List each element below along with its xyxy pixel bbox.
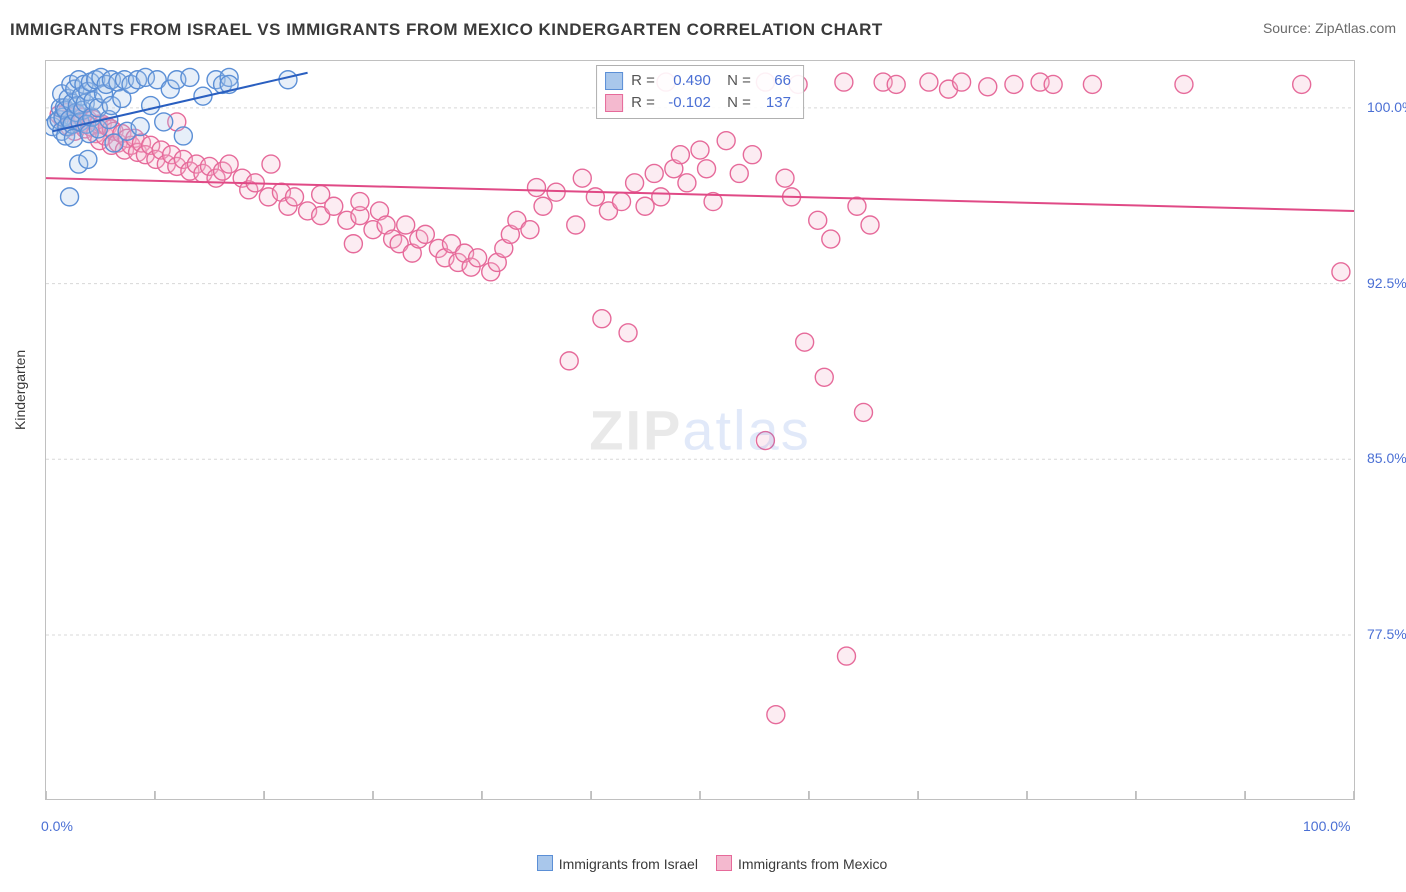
data-point	[920, 73, 938, 91]
data-point	[730, 164, 748, 182]
data-point	[131, 118, 149, 136]
data-point	[645, 164, 663, 182]
data-point	[979, 78, 997, 96]
data-point	[626, 174, 644, 192]
data-point	[743, 146, 761, 164]
data-point	[567, 216, 585, 234]
data-point	[887, 75, 905, 93]
data-point	[344, 235, 362, 253]
data-point	[547, 183, 565, 201]
data-point	[861, 216, 879, 234]
data-point	[220, 155, 238, 173]
stat-n-value: 137	[759, 92, 791, 114]
data-point	[573, 169, 591, 187]
data-point	[1293, 75, 1311, 93]
y-tick-label: 77.5%	[1367, 626, 1406, 642]
data-point	[416, 225, 434, 243]
y-tick-label: 92.5%	[1367, 275, 1406, 291]
data-point	[613, 193, 631, 211]
data-point	[181, 68, 199, 86]
stat-n-label: N =	[719, 92, 751, 114]
data-point	[756, 432, 774, 450]
x-tick-label: 100.0%	[1303, 818, 1350, 834]
data-point	[534, 197, 552, 215]
legend-swatch	[605, 72, 623, 90]
stat-n-value: 66	[759, 70, 791, 92]
stat-n-label: N =	[719, 70, 751, 92]
data-point	[560, 352, 578, 370]
stat-row: R = 0.490 N = 66	[605, 70, 791, 92]
data-point	[636, 197, 654, 215]
data-point	[262, 155, 280, 173]
data-point	[652, 188, 670, 206]
data-point	[286, 188, 304, 206]
data-point	[691, 141, 709, 159]
data-point	[855, 403, 873, 421]
data-point	[397, 216, 415, 234]
legend-swatch	[537, 855, 553, 871]
correlation-stats-box: R = 0.490 N = 66 R = -0.102 N = 137	[596, 65, 804, 119]
data-point	[1332, 263, 1350, 281]
chart-container: ZIPatlas R = 0.490 N = 66 R = -0.102 N =…	[45, 60, 1355, 800]
data-point	[619, 324, 637, 342]
data-point	[155, 113, 173, 131]
data-point	[835, 73, 853, 91]
data-point	[796, 333, 814, 351]
data-point	[837, 647, 855, 665]
data-point	[586, 188, 604, 206]
data-point	[1044, 75, 1062, 93]
data-point	[1005, 75, 1023, 93]
data-point	[142, 97, 160, 115]
scatter-chart	[46, 61, 1354, 799]
data-point	[848, 197, 866, 215]
data-point	[717, 132, 735, 150]
data-point	[767, 706, 785, 724]
data-point	[678, 174, 696, 192]
data-point	[822, 230, 840, 248]
stat-r-label: R =	[631, 92, 655, 114]
data-point	[79, 150, 97, 168]
stat-r-label: R =	[631, 70, 655, 92]
data-point	[1083, 75, 1101, 93]
stat-row: R = -0.102 N = 137	[605, 92, 791, 114]
y-axis-label: Kindergarten	[12, 350, 28, 430]
data-point	[61, 188, 79, 206]
legend-label: Immigrants from Israel	[559, 856, 698, 872]
x-tick-label: 0.0%	[41, 818, 73, 834]
y-tick-label: 100.0%	[1367, 99, 1406, 115]
data-point	[325, 197, 343, 215]
data-point	[593, 310, 611, 328]
data-point	[776, 169, 794, 187]
data-point	[521, 221, 539, 239]
data-point	[698, 160, 716, 178]
data-point	[279, 71, 297, 89]
source-label: Source: ZipAtlas.com	[1263, 20, 1396, 36]
data-point	[809, 211, 827, 229]
data-point	[174, 127, 192, 145]
legend-swatch	[716, 855, 732, 871]
data-point	[1175, 75, 1193, 93]
legend-label: Immigrants from Mexico	[738, 856, 887, 872]
data-point	[351, 193, 369, 211]
stat-r-value: -0.102	[663, 92, 711, 114]
bottom-legend: Immigrants from Israel Immigrants from Me…	[0, 855, 1406, 872]
data-point	[953, 73, 971, 91]
data-point	[815, 368, 833, 386]
chart-title: IMMIGRANTS FROM ISRAEL VS IMMIGRANTS FRO…	[10, 20, 883, 39]
data-point	[671, 146, 689, 164]
data-point	[528, 179, 546, 197]
y-tick-label: 85.0%	[1367, 450, 1406, 466]
stat-r-value: 0.490	[663, 70, 711, 92]
data-point	[469, 249, 487, 267]
legend-swatch	[605, 94, 623, 112]
